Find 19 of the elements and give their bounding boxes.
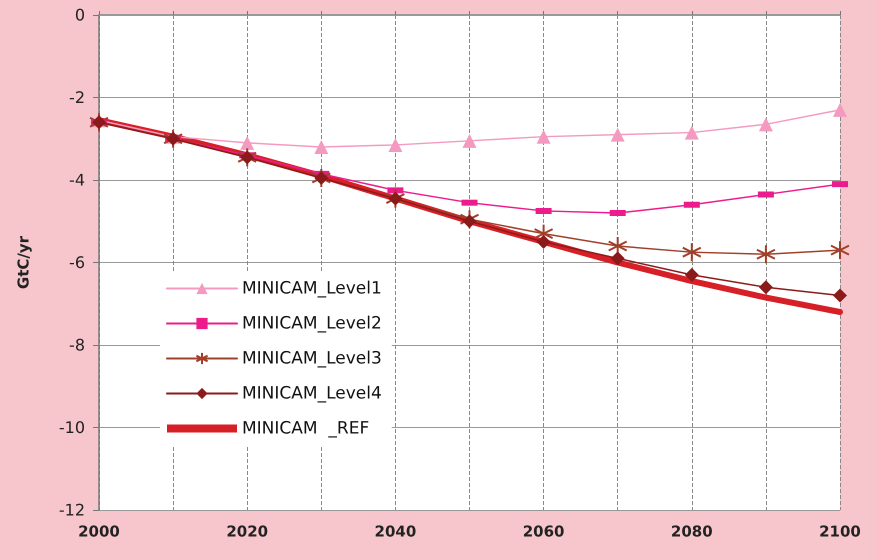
y-tick-label: -4 — [69, 170, 85, 190]
x-tick-label: 2060 — [522, 522, 564, 540]
x-tick-label: 2000 — [78, 522, 120, 540]
y-tick-label: -10 — [58, 418, 85, 437]
y-axis-title: GtC/yr — [14, 235, 32, 290]
y-tick-label: -8 — [69, 336, 85, 354]
legend-label: MINICAM_Level4 — [242, 384, 382, 404]
x-tick-label: 2100 — [819, 522, 861, 540]
legend-label: MINICAM _REF — [242, 418, 370, 438]
legend-label: MINICAM_Level3 — [242, 348, 382, 368]
y-tick-label: -2 — [69, 88, 85, 107]
y-tick-label: -12 — [58, 500, 85, 520]
x-tick-label: 2040 — [374, 522, 416, 540]
legend-label: MINICAM_Level2 — [242, 314, 382, 334]
x-tick-label: 2080 — [670, 522, 713, 540]
y-tick-label: 0 — [74, 6, 85, 24]
y-tick-label: -6 — [69, 253, 85, 272]
legend-label: MINICAM_Level1 — [242, 278, 382, 298]
x-tick-label: 2020 — [226, 522, 268, 540]
